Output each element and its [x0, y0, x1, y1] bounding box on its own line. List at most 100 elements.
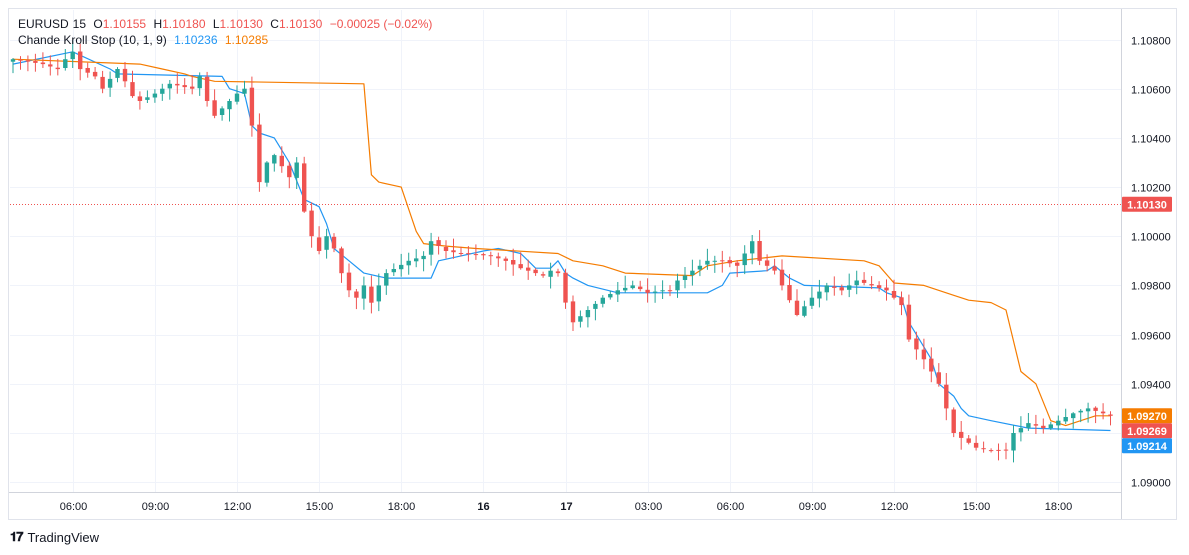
- candle: [175, 73, 180, 94]
- candle-body: [279, 155, 284, 167]
- time-tick-label: 15:00: [963, 501, 991, 513]
- time-tick-label: 17: [560, 501, 572, 513]
- candle: [563, 268, 568, 309]
- candle: [518, 252, 523, 270]
- indicator-row: Chande Kroll Stop (10, 1, 9) 1.10236 1.1…: [18, 32, 436, 48]
- tradingview-brand[interactable]: 𝟏𝟕 TradingView: [10, 529, 99, 545]
- candle-body: [78, 51, 83, 70]
- candle-body: [458, 253, 464, 254]
- candle-body: [137, 96, 143, 101]
- candle: [861, 272, 867, 286]
- candle: [399, 253, 404, 277]
- candle-body: [839, 287, 844, 291]
- candle: [122, 62, 128, 88]
- candle: [197, 72, 202, 96]
- candle-body: [1085, 408, 1091, 412]
- candle-body: [55, 67, 60, 70]
- candle: [137, 91, 143, 110]
- candle: [115, 67, 120, 83]
- candle-body: [227, 101, 232, 110]
- candle: [63, 49, 68, 71]
- candle-body: [652, 291, 658, 293]
- candle: [10, 58, 16, 74]
- candle-body: [981, 448, 986, 450]
- candle: [787, 274, 792, 303]
- candle: [466, 246, 471, 262]
- candle: [272, 153, 277, 172]
- candle-body: [346, 272, 352, 291]
- candle-body: [988, 450, 994, 452]
- price-tick-label: 1.10400: [1131, 134, 1171, 146]
- candle-body: [787, 285, 792, 301]
- interval[interactable]: 15: [72, 17, 87, 31]
- candle-body: [690, 270, 695, 276]
- price-tag-label: 1.09269: [1127, 426, 1167, 438]
- candle-body: [92, 71, 98, 77]
- candle-body: [869, 284, 874, 286]
- candle-body: [361, 285, 367, 299]
- candle: [585, 306, 591, 328]
- candle: [1026, 413, 1031, 431]
- candle: [966, 435, 971, 445]
- candle: [570, 295, 576, 331]
- price-tick-label: 1.10000: [1131, 232, 1171, 244]
- candle: [526, 259, 531, 280]
- candle: [361, 276, 367, 310]
- candle: [727, 256, 732, 268]
- candle-body: [548, 270, 553, 277]
- candle: [988, 448, 994, 453]
- candle: [847, 273, 852, 298]
- candle: [1003, 442, 1009, 460]
- candle: [779, 259, 785, 291]
- candle-body: [593, 303, 598, 309]
- candle: [652, 285, 658, 303]
- candle: [705, 248, 710, 270]
- candle-body: [929, 358, 934, 372]
- candle: [1071, 412, 1076, 429]
- candle: [615, 282, 620, 302]
- candle: [809, 286, 815, 309]
- candle: [100, 70, 105, 94]
- time-tick-label: 03:00: [635, 501, 663, 513]
- candle-body: [518, 264, 523, 269]
- candle: [884, 279, 889, 301]
- candle: [204, 71, 210, 107]
- candle: [891, 279, 897, 300]
- candle: [712, 255, 717, 273]
- candle: [720, 250, 725, 273]
- candle: [384, 269, 389, 295]
- candle-body: [451, 250, 456, 253]
- time-axis[interactable]: 06:00 09:00 12:00 15:00 18:00 16 17 03:00 06:00 0…: [60, 501, 1073, 513]
- symbol[interactable]: EURUSD: [18, 17, 69, 31]
- candle: [735, 260, 740, 278]
- price-tag: 1.10130: [1122, 196, 1172, 212]
- candle-body: [645, 289, 650, 293]
- price-axis[interactable]: 1.10800 1.10600 1.10400 1.10200 1.10000 1.098…: [1131, 36, 1171, 490]
- candle: [160, 83, 165, 101]
- candle-body: [316, 237, 322, 251]
- candle-body: [122, 68, 128, 82]
- candle: [167, 80, 172, 100]
- candle: [667, 285, 673, 297]
- candle-body: [705, 260, 710, 265]
- candle: [414, 249, 419, 268]
- time-tick-label: 18:00: [1045, 501, 1073, 513]
- candle: [906, 294, 912, 342]
- candle-body: [1078, 410, 1083, 413]
- candle: [70, 40, 75, 68]
- candle-body: [264, 162, 270, 183]
- candle-body: [339, 248, 344, 274]
- candle-body: [249, 87, 255, 126]
- candle-body: [197, 76, 202, 89]
- candle-body: [443, 247, 449, 251]
- price-tag-bg: [1122, 423, 1172, 439]
- candle: [540, 271, 546, 278]
- candle-body: [496, 256, 501, 259]
- time-tick-label: 15:00: [306, 501, 334, 513]
- candle-body: [466, 253, 471, 255]
- candle-body: [996, 449, 1001, 451]
- candle: [899, 291, 904, 316]
- indicator-name[interactable]: Chande Kroll Stop (10, 1, 9): [18, 33, 167, 47]
- candle-body: [376, 285, 381, 302]
